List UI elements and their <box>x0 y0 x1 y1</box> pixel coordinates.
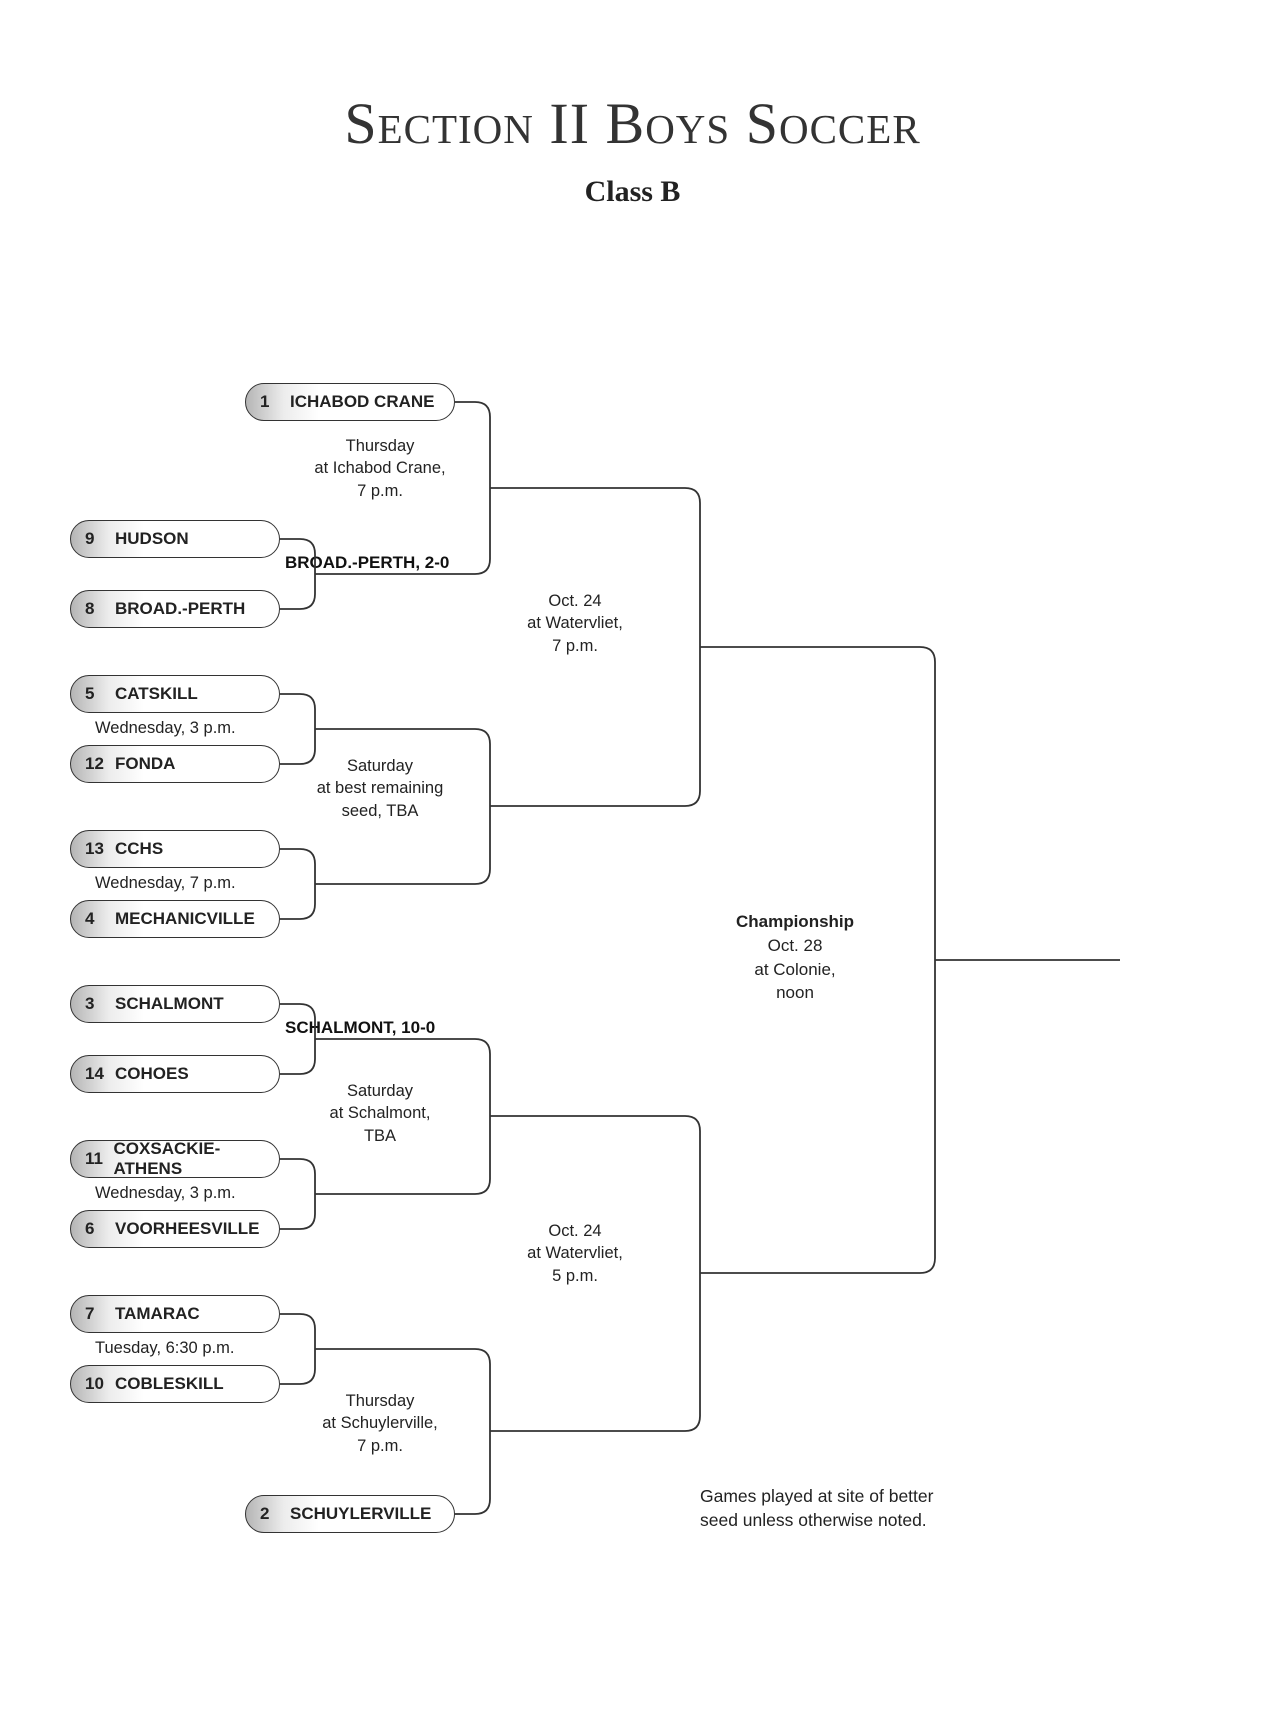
bracket-container: 1 ICHABOD CRANE 9 HUDSON 8 BROAD.-PERTH … <box>0 90 1265 1728</box>
bracket-lines <box>0 90 1265 1728</box>
